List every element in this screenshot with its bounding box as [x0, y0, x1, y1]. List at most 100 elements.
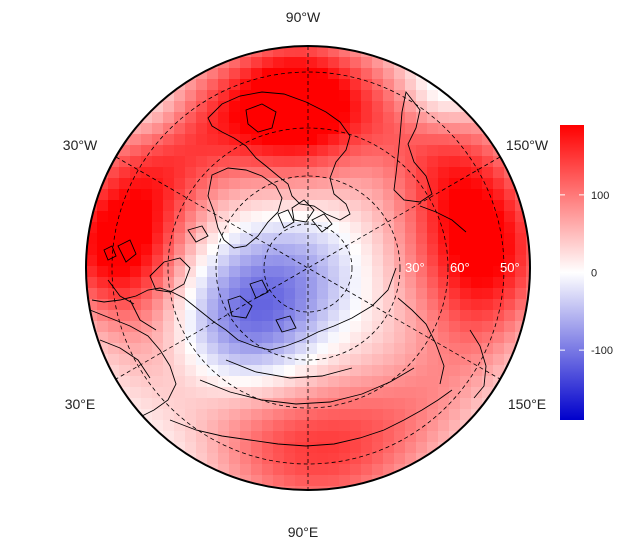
field-cell	[185, 310, 197, 322]
field-cell	[339, 46, 351, 58]
field-cell	[141, 211, 153, 223]
field-cell	[493, 134, 505, 146]
field-cell	[218, 244, 230, 256]
field-cell	[339, 398, 351, 410]
field-cell	[405, 453, 417, 465]
field-cell	[339, 222, 351, 234]
field-cell	[251, 453, 263, 465]
field-cell	[130, 332, 142, 344]
field-cell	[317, 134, 329, 146]
field-cell	[361, 112, 373, 124]
field-cell	[504, 343, 516, 355]
field-cell	[482, 156, 494, 168]
field-cell	[438, 310, 450, 322]
field-cell	[251, 255, 263, 267]
field-cell	[174, 200, 186, 212]
field-cell	[306, 376, 318, 388]
field-cell	[306, 57, 318, 69]
field-cell	[317, 46, 329, 58]
field-cell	[427, 321, 439, 333]
field-cell	[86, 299, 98, 311]
field-cell	[284, 420, 296, 432]
field-cell	[449, 233, 461, 245]
field-cell	[207, 420, 219, 432]
field-cell	[119, 255, 131, 267]
field-cell	[328, 431, 340, 443]
field-cell	[174, 299, 186, 311]
field-cell	[196, 79, 208, 91]
field-cell	[141, 200, 153, 212]
field-cell	[240, 332, 252, 344]
field-cell	[130, 145, 142, 157]
field-cell	[229, 123, 241, 135]
field-cell	[295, 376, 307, 388]
field-cell	[295, 233, 307, 245]
field-cell	[240, 123, 252, 135]
field-cell	[306, 420, 318, 432]
field-cell	[218, 376, 230, 388]
field-cell	[196, 431, 208, 443]
field-cell	[416, 90, 428, 102]
field-cell	[284, 475, 296, 487]
field-cell	[196, 211, 208, 223]
field-cell	[262, 409, 274, 421]
field-cell	[526, 244, 530, 256]
field-cell	[361, 156, 373, 168]
field-cell	[372, 387, 384, 399]
field-cell	[284, 409, 296, 421]
field-cell	[207, 332, 219, 344]
field-cell	[262, 354, 274, 366]
field-cell	[218, 310, 230, 322]
field-cell	[152, 255, 164, 267]
field-cell	[163, 354, 175, 366]
field-cell	[361, 266, 373, 278]
field-cell	[482, 134, 494, 146]
field-cell	[482, 321, 494, 333]
field-cell	[383, 233, 395, 245]
field-cell	[394, 365, 406, 377]
field-cell	[361, 376, 373, 388]
field-cell	[339, 156, 351, 168]
field-cell	[482, 376, 494, 388]
field-cell	[273, 332, 285, 344]
field-cell	[262, 343, 274, 355]
field-cell	[108, 299, 120, 311]
latitude-label-50: 50°	[500, 260, 520, 275]
field-cell	[240, 387, 252, 399]
field-cell	[86, 189, 98, 201]
latitude-circle-70	[215, 175, 401, 361]
field-cell	[295, 134, 307, 146]
field-cell	[328, 90, 340, 102]
field-cell	[306, 178, 318, 190]
longitude-label-upper-left: 30°W	[63, 137, 98, 153]
field-cell	[471, 156, 483, 168]
field-cell	[251, 376, 263, 388]
field-cell	[262, 178, 274, 190]
field-cell	[218, 211, 230, 223]
field-cell	[416, 244, 428, 256]
field-cell	[339, 255, 351, 267]
field-cell	[218, 277, 230, 289]
field-cell	[240, 222, 252, 234]
field-cell	[361, 167, 373, 179]
field-cell	[284, 332, 296, 344]
scandinavia	[149, 257, 191, 293]
field-cell	[108, 277, 120, 289]
field-cell	[306, 189, 318, 201]
field-cell	[229, 156, 241, 168]
field-cell	[482, 310, 494, 322]
field-cell	[427, 266, 439, 278]
field-cell	[284, 255, 296, 267]
field-cell	[504, 200, 516, 212]
field-cell	[185, 112, 197, 124]
field-cell	[251, 244, 263, 256]
field-cell	[394, 101, 406, 113]
field-cell	[372, 277, 384, 289]
field-cell	[86, 244, 98, 256]
field-cell	[141, 178, 153, 190]
field-cell	[394, 178, 406, 190]
field-cell	[306, 387, 318, 399]
field-cell	[229, 167, 241, 179]
field-cell	[262, 255, 274, 267]
field-cell	[405, 123, 417, 135]
